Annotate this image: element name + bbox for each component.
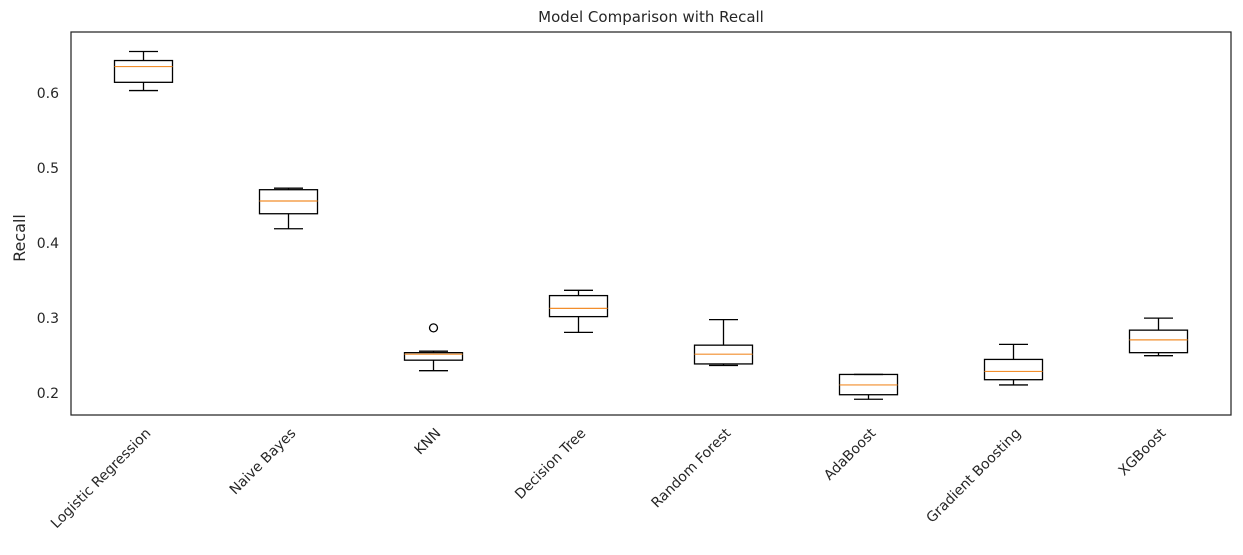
box-group-0	[113, 50, 174, 92]
box-iqr	[983, 358, 1044, 381]
y-tick-label: 0.6	[37, 86, 59, 102]
box-group-1	[258, 187, 319, 230]
x-tick-label: Decision Tree	[512, 426, 589, 503]
x-tick-label: AdaBoost	[821, 425, 880, 484]
outlier-point	[428, 323, 439, 333]
x-axis-ticks: Logistic Regression Naive Bayes KNN Decisio…	[48, 425, 1170, 532]
y-tick-label: 0.2	[37, 386, 59, 402]
box-iqr	[548, 294, 609, 318]
plot-marks	[113, 50, 1189, 400]
box-iqr	[258, 189, 319, 215]
box-group-4	[693, 318, 754, 367]
x-tick-label: Naive Bayes	[227, 426, 300, 499]
box-iqr	[113, 59, 174, 83]
x-tick-label: KNN	[412, 426, 445, 459]
box-group-2	[403, 323, 464, 372]
box-group-6	[983, 343, 1044, 386]
y-tick-label: 0.4	[37, 236, 59, 252]
x-tick-label: Gradient Boosting	[924, 426, 1025, 527]
box-group-5	[838, 373, 899, 400]
y-axis-ticks: 0.2 0.3 0.4 0.5 0.6	[37, 86, 59, 402]
plot-frame	[70, 31, 1232, 416]
x-tick-label: Random Forest	[648, 425, 734, 511]
y-axis-label: Recall	[10, 214, 29, 262]
box-group-7	[1128, 317, 1189, 357]
chart-title: Model Comparison with Recall	[538, 8, 764, 26]
x-tick-label: XGBoost	[1116, 425, 1170, 479]
box-iqr	[1128, 329, 1189, 354]
box-iqr	[403, 352, 464, 361]
x-tick-label: Logistic Regression	[48, 426, 154, 532]
box-group-3	[548, 289, 609, 334]
y-tick-label: 0.5	[37, 161, 59, 177]
y-tick-label: 0.3	[37, 311, 59, 327]
